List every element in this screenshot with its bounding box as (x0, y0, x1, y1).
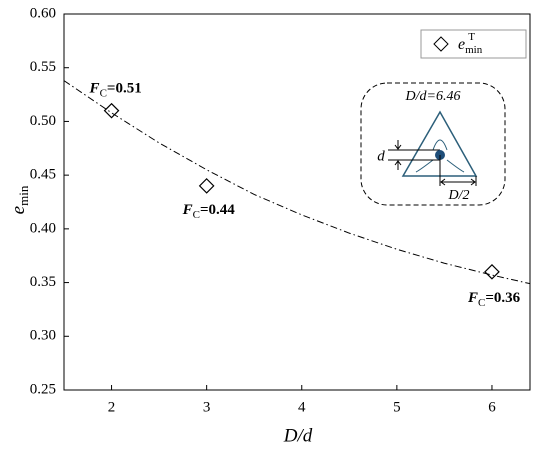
legend-label: eminT (458, 31, 483, 56)
plot-frame (63, 13, 531, 391)
y-axis-title: emin (8, 185, 31, 214)
half-label: D/2 (448, 188, 470, 203)
inset-title: D/d=6.46 (405, 89, 461, 104)
d-arrows (394, 140, 402, 170)
data-point (103, 102, 120, 119)
half-arrow (440, 178, 476, 186)
y-tick-label: 0.25 (30, 381, 56, 397)
legend: eminT (420, 29, 527, 59)
y-tick-label: 0.45 (30, 167, 56, 183)
annotation-base: F (182, 202, 193, 218)
annotation-sub: C (100, 87, 107, 99)
annotation-sub: C (193, 208, 200, 220)
legend-marker (433, 36, 449, 52)
inset-frame (360, 82, 506, 206)
annotation-sub: C (478, 296, 485, 308)
y-tick-label: 0.50 (30, 113, 56, 129)
data-point (484, 263, 500, 280)
legend-base: e (458, 36, 465, 53)
y-title-sub: min (16, 185, 31, 206)
annotation-text: =0.44 (200, 202, 235, 218)
y-tick-label: 0.35 (30, 274, 56, 290)
x-tick-label: 4 (298, 399, 306, 415)
annotation: FC=0.44 (182, 202, 236, 220)
y-tick-label: 0.55 (30, 59, 56, 75)
inset: D/d=6.46 d D/2 (360, 82, 506, 206)
legend-sup: T (468, 31, 475, 43)
x-tick-label: 6 (488, 399, 496, 415)
x-tick-label: 3 (203, 399, 211, 415)
fit-curve (63, 80, 531, 285)
data-point (198, 178, 215, 194)
y-title-base: e (8, 206, 29, 214)
y-tick-label: 0.40 (30, 220, 56, 236)
annotation: FC=0.36 (467, 290, 521, 308)
pore-arcs (415, 139, 465, 173)
legend-sub: min (465, 44, 483, 56)
x-axis-title: D/d (283, 425, 313, 446)
y-tick-label: 0.30 (30, 328, 56, 344)
annotation: FC=0.51 (89, 81, 142, 99)
x-tick-label: 5 (393, 399, 401, 415)
annotation-text: =0.51 (107, 81, 142, 97)
d-label: d (377, 148, 385, 164)
annotation-base: F (467, 290, 478, 306)
y-tick-label: 0.60 (30, 5, 56, 21)
annotation-base: F (89, 81, 100, 97)
annotation-text: =0.36 (485, 290, 520, 306)
x-tick-label: 2 (108, 399, 116, 415)
